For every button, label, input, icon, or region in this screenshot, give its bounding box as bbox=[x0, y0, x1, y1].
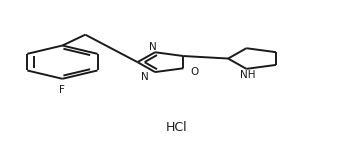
Text: N: N bbox=[149, 42, 157, 52]
Text: NH: NH bbox=[240, 70, 256, 80]
Text: HCl: HCl bbox=[166, 121, 188, 134]
Text: N: N bbox=[141, 72, 148, 82]
Text: O: O bbox=[190, 67, 198, 77]
Text: F: F bbox=[59, 85, 65, 95]
